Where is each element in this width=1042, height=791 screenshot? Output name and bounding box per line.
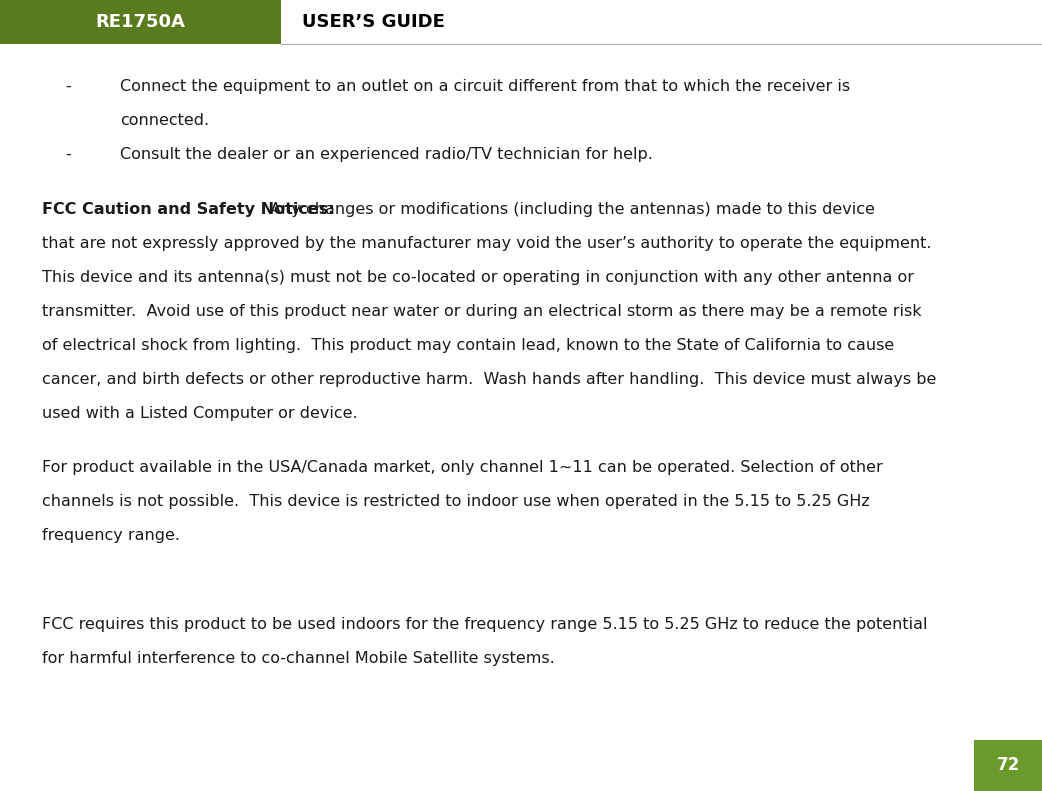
Text: Connect the equipment to an outlet on a circuit different from that to which the: Connect the equipment to an outlet on a … [120,79,850,94]
Text: Consult the dealer or an experienced radio/TV technician for help.: Consult the dealer or an experienced rad… [120,147,652,162]
Text: transmitter.  Avoid use of this product near water or during an electrical storm: transmitter. Avoid use of this product n… [42,304,921,319]
Text: channels is not possible.  This device is restricted to indoor use when operated: channels is not possible. This device is… [42,494,869,509]
Text: Any changes or modifications (including the antennas) made to this device: Any changes or modifications (including … [265,202,874,217]
Text: FCC requires this product to be used indoors for the frequency range 5.15 to 5.2: FCC requires this product to be used ind… [42,616,927,631]
Text: used with a Listed Computer or device.: used with a Listed Computer or device. [42,406,357,421]
Text: RE1750A: RE1750A [96,13,185,31]
Text: connected.: connected. [120,113,209,128]
Text: -: - [65,79,71,94]
Text: For product available in the USA/Canada market, only channel 1~11 can be operate: For product available in the USA/Canada … [42,460,883,475]
FancyBboxPatch shape [0,0,281,44]
Text: FCC Caution and Safety Notices:: FCC Caution and Safety Notices: [42,202,334,217]
FancyBboxPatch shape [281,0,1042,44]
Text: -: - [65,147,71,162]
Text: This device and its antenna(s) must not be co-located or operating in conjunctio: This device and its antenna(s) must not … [42,270,914,285]
FancyBboxPatch shape [974,740,1042,791]
Text: that are not expressly approved by the manufacturer may void the user’s authorit: that are not expressly approved by the m… [42,236,932,251]
Text: 72: 72 [996,756,1020,774]
Text: cancer, and birth defects or other reproductive harm.  Wash hands after handling: cancer, and birth defects or other repro… [42,372,936,387]
Text: of electrical shock from lighting.  This product may contain lead, known to the : of electrical shock from lighting. This … [42,338,894,353]
Text: for harmful interference to co-channel Mobile Satellite systems.: for harmful interference to co-channel M… [42,650,554,665]
Text: USER’S GUIDE: USER’S GUIDE [302,13,445,31]
Text: frequency range.: frequency range. [42,528,179,543]
